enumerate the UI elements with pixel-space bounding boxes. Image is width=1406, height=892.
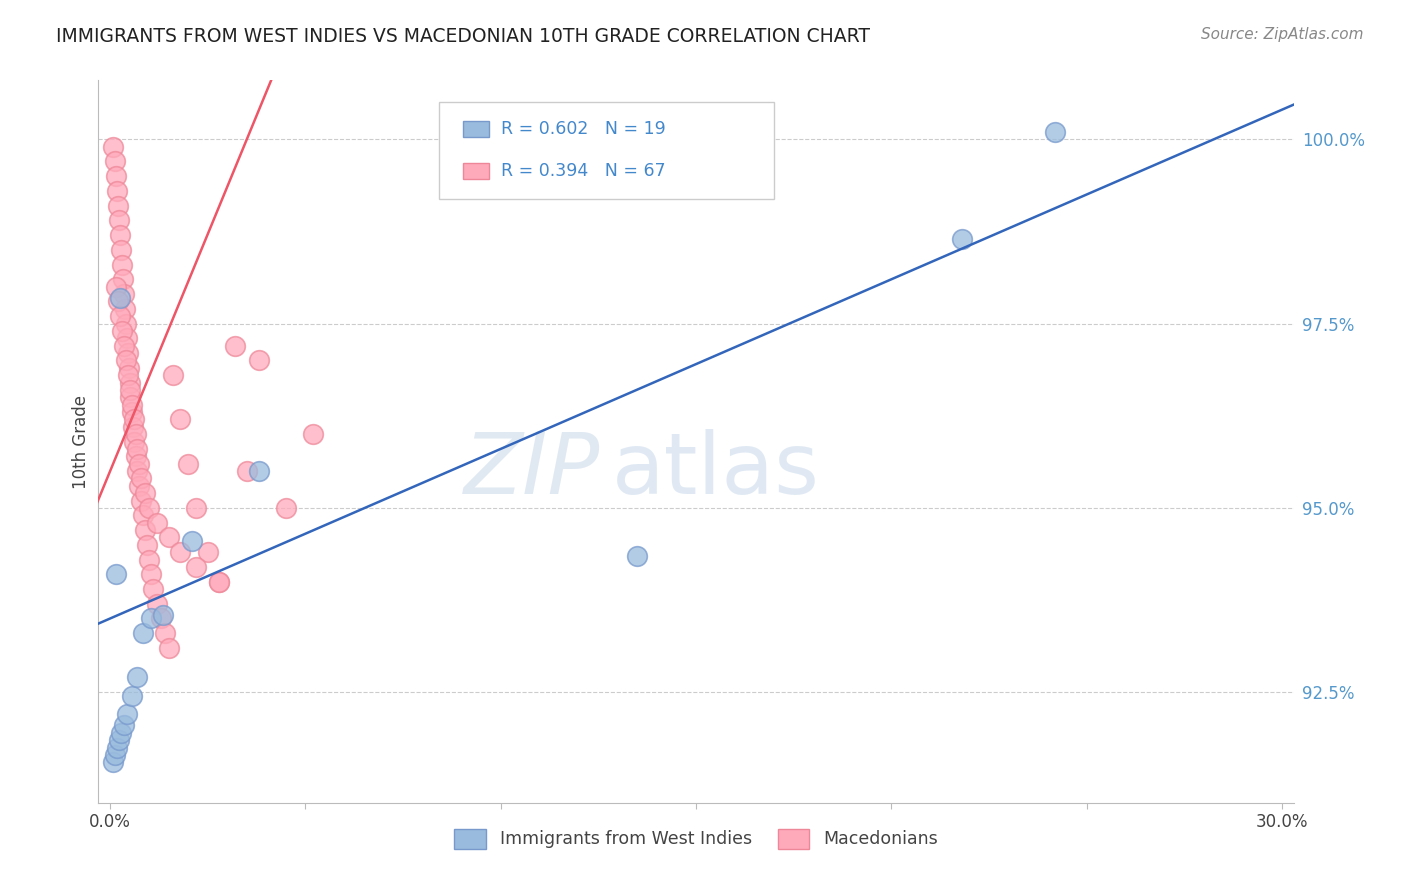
Point [127,442,149,456]
Point [142,582,165,596]
Point [177,457,200,471]
Text: R = 0.602   N = 19: R = 0.602 N = 19 [501,120,666,137]
Point [128,479,150,493]
Point [104,154,127,169]
Text: atlas: atlas [613,429,820,512]
Point [181,534,204,549]
Point [121,419,143,434]
Point [208,574,231,589]
Point [112,339,135,353]
Point [124,450,146,464]
Point [131,493,153,508]
Point [118,383,141,397]
Point [118,360,141,375]
Point [107,294,129,309]
Point [107,199,129,213]
Point [138,552,160,566]
Bar [463,120,489,136]
Point [110,725,132,739]
Point [125,670,148,684]
Point [134,486,156,500]
Point [132,626,155,640]
Point [105,184,128,198]
Point [121,689,143,703]
Point [146,597,169,611]
Point [115,707,138,722]
Point [1045,125,1067,139]
Point [114,317,136,331]
Point [152,607,174,622]
Point [112,718,135,732]
Point [127,464,149,478]
Point [111,258,134,272]
Text: R = 0.394   N = 67: R = 0.394 N = 67 [501,162,666,180]
Point [131,471,153,485]
Point [136,538,159,552]
Bar [463,163,489,179]
Point [105,740,128,755]
Point [110,243,132,257]
Point [247,464,270,478]
Point [105,567,128,582]
Point [117,346,139,360]
Point [112,287,135,301]
Point [247,353,270,368]
Point [134,523,156,537]
Point [153,626,176,640]
Point [108,309,131,323]
Point [121,405,143,419]
Point [115,331,138,345]
Point [124,427,146,442]
Point [162,368,184,383]
Point [169,545,191,559]
Point [107,213,129,227]
Point [274,500,297,515]
Point [950,232,973,246]
Text: IMMIGRANTS FROM WEST INDIES VS MACEDONIAN 10TH GRADE CORRELATION CHART: IMMIGRANTS FROM WEST INDIES VS MACEDONIA… [56,27,870,45]
Point [157,530,180,544]
Point [103,139,125,153]
Point [146,516,169,530]
Point [169,412,191,426]
Point [117,368,139,383]
Point [121,398,143,412]
Point [122,434,145,449]
Point [118,376,141,390]
Point [224,339,246,353]
Point [105,279,128,293]
Text: ZIP: ZIP [464,429,600,512]
Point [114,301,136,316]
Point [104,747,127,762]
Point [108,228,131,243]
Point [111,324,134,338]
Point [107,733,129,747]
Point [141,567,163,582]
Point [197,545,219,559]
Point [105,169,128,183]
Legend: Immigrants from West Indies, Macedonians: Immigrants from West Indies, Macedonians [447,822,945,855]
Point [236,464,259,478]
Text: Source: ZipAtlas.com: Source: ZipAtlas.com [1201,27,1364,42]
FancyBboxPatch shape [439,102,773,200]
Point [138,500,160,515]
Point [120,390,142,404]
Point [103,756,125,770]
Point [149,611,172,625]
Point [122,412,145,426]
Point [184,560,207,574]
Point [111,272,134,286]
Point [141,611,163,625]
Point [108,291,131,305]
Point [114,353,136,368]
Point [128,457,150,471]
Point [302,427,325,442]
Point [132,508,155,523]
Point [626,549,648,563]
Point [184,500,207,515]
Point [208,574,231,589]
Point [157,640,180,655]
Y-axis label: 10th Grade: 10th Grade [72,394,90,489]
